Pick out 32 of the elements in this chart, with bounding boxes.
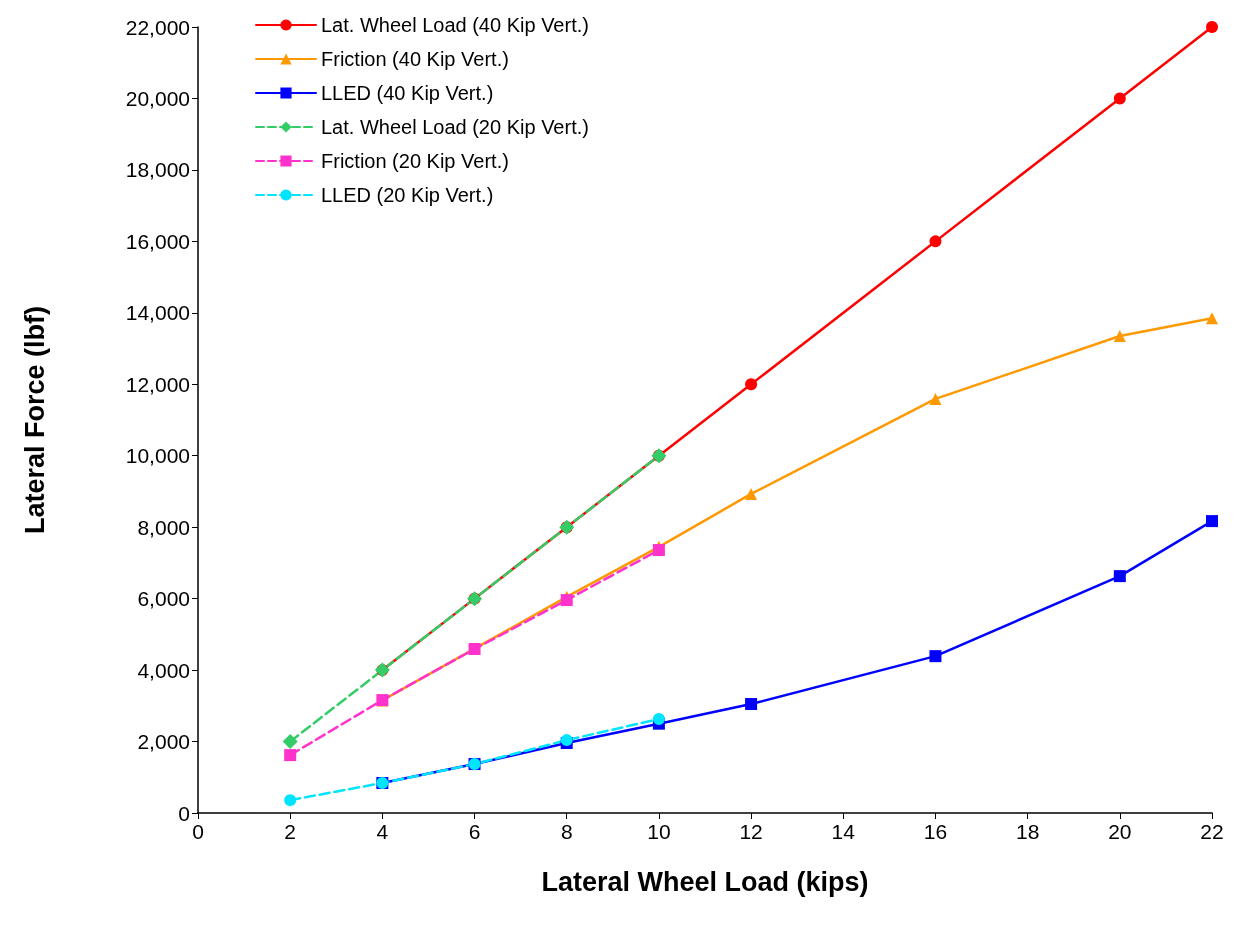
x-tick-label: 4	[376, 820, 389, 843]
legend-label: Friction (40 Kip Vert.)	[321, 48, 509, 70]
y-tick-label: 20,000	[125, 86, 190, 110]
legend-label: LLED (20 Kip Vert.)	[321, 184, 494, 206]
legend-label: Lat. Wheel Load (40 Kip Vert.)	[321, 14, 589, 36]
y-tick-label: 16,000	[125, 229, 190, 253]
x-tick-label: 22	[1200, 820, 1224, 843]
x-tick-label: 10	[647, 820, 671, 843]
y-tick-label: 4,000	[137, 658, 190, 682]
y-tick-label: 6,000	[137, 587, 190, 611]
x-tick-label: 12	[739, 820, 763, 843]
x-tick-label: 14	[831, 820, 856, 843]
x-tick-label: 0	[192, 820, 204, 843]
y-tick-label: 18,000	[125, 158, 190, 182]
x-tick-label: 2	[284, 820, 297, 843]
y-tick-label: 8,000	[137, 515, 190, 539]
legend-label: Friction (20 Kip Vert.)	[321, 150, 509, 172]
x-axis-title: Lateral Wheel Load (kips)	[541, 866, 869, 897]
y-tick-label: 0	[178, 801, 190, 825]
y-tick-label: 10,000	[125, 444, 190, 468]
y-tick-label: 22,000	[125, 15, 190, 39]
y-tick-label: 12,000	[125, 372, 190, 396]
y-tick-label: 2,000	[137, 730, 190, 754]
y-tick-label: 14,000	[125, 301, 190, 325]
legend-label: Lat. Wheel Load (20 Kip Vert.)	[321, 116, 589, 138]
y-axis-title: Lateral Force (lbf)	[19, 305, 50, 535]
x-tick-label: 16	[923, 820, 948, 843]
legend-label: LLED (40 Kip Vert.)	[321, 82, 494, 104]
x-tick-label: 18	[1015, 820, 1040, 843]
x-tick-label: 8	[560, 820, 573, 843]
x-tick-label: 20	[1108, 820, 1132, 843]
x-tick-label: 6	[468, 820, 481, 843]
